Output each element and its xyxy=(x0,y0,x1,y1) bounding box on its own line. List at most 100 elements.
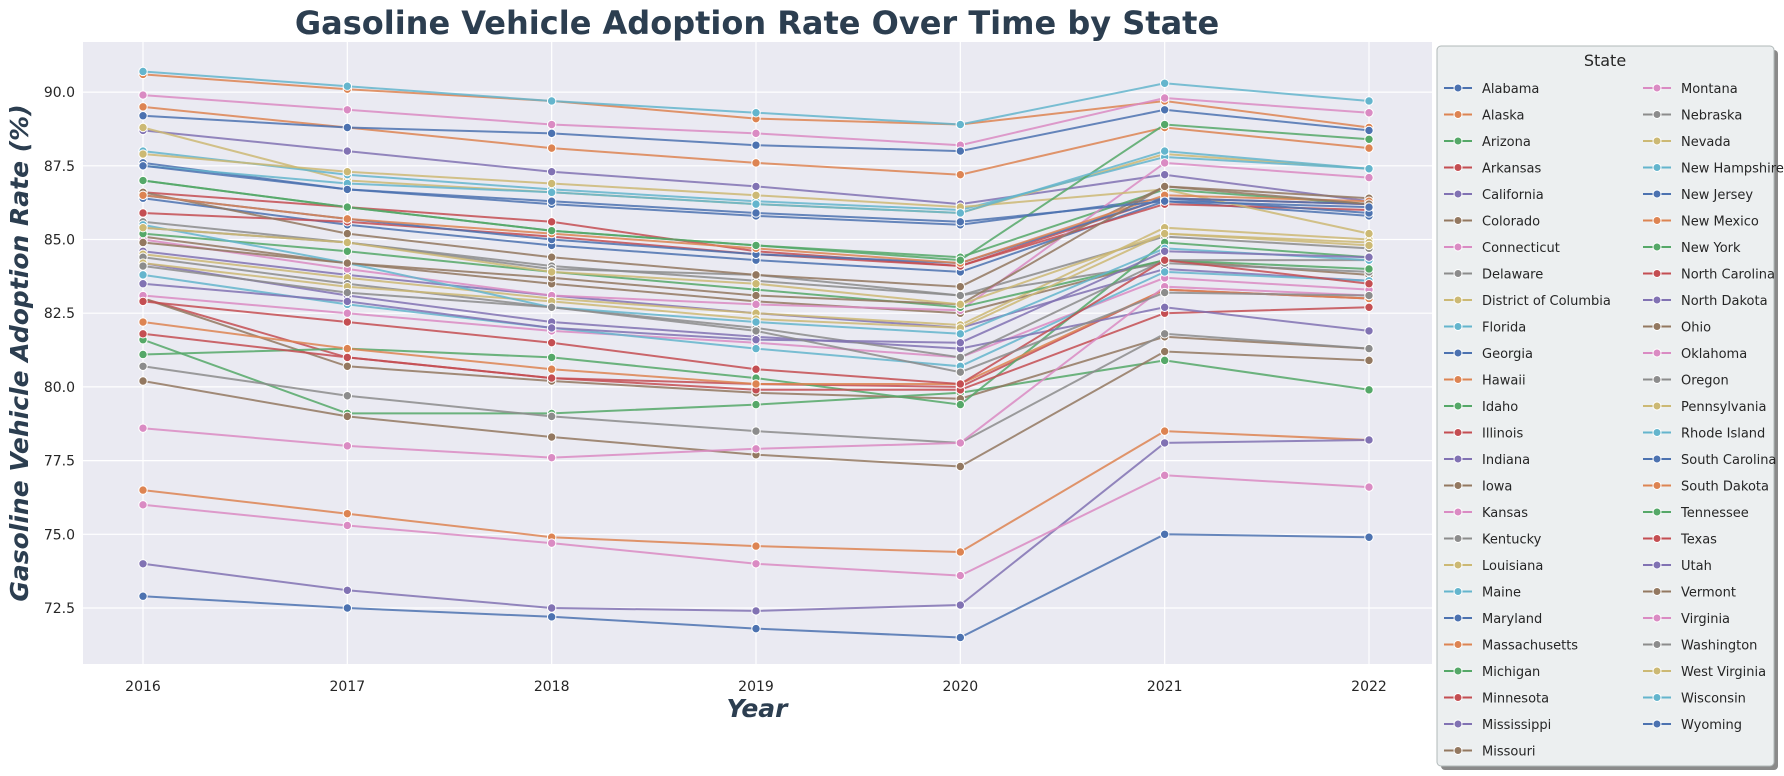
legend-swatch-marker xyxy=(1453,719,1463,729)
data-point xyxy=(342,237,353,248)
legend-label: Massachusetts xyxy=(1482,639,1578,654)
legend-entry: Virginia xyxy=(1643,612,1730,627)
data-point xyxy=(955,379,966,389)
data-point xyxy=(955,461,966,472)
data-point xyxy=(546,302,557,313)
legend-label: Montana xyxy=(1681,82,1738,97)
legend-swatch-marker xyxy=(1652,560,1662,570)
legend-entry: Wisconsin xyxy=(1643,692,1746,707)
y-tick-label: 85.0 xyxy=(44,233,75,249)
data-point xyxy=(1364,302,1374,313)
data-point xyxy=(1364,108,1374,118)
data-point xyxy=(342,520,353,531)
legend-swatch-marker xyxy=(1453,693,1463,702)
legend-label: Maine xyxy=(1482,586,1521,601)
data-point xyxy=(138,223,148,233)
legend-entry: New York xyxy=(1643,241,1741,256)
data-point xyxy=(751,240,761,251)
data-point xyxy=(342,287,353,298)
legend-swatch-marker xyxy=(1453,560,1463,570)
data-point xyxy=(1364,96,1374,106)
data-point xyxy=(955,570,966,581)
data-point xyxy=(1159,470,1170,481)
data-point xyxy=(1159,267,1170,277)
legend-label: Oregon xyxy=(1681,374,1729,389)
legend-entry: Mississippi xyxy=(1444,718,1551,733)
y-tick-label: 90.0 xyxy=(44,85,75,101)
data-point xyxy=(342,352,353,363)
data-point xyxy=(751,379,761,389)
data-point xyxy=(751,326,761,336)
data-point xyxy=(138,161,148,171)
legend-label: New Hampshire xyxy=(1681,162,1784,177)
data-point xyxy=(138,361,148,371)
data-point xyxy=(138,296,148,307)
legend-swatch-marker xyxy=(1652,110,1662,119)
data-point xyxy=(751,199,761,209)
legend-swatch-marker xyxy=(1652,666,1662,676)
data-point xyxy=(1364,355,1374,366)
legend-label: Missouri xyxy=(1482,745,1536,760)
legend-swatch-marker xyxy=(1453,242,1463,252)
legend-label: Colorado xyxy=(1482,215,1540,230)
series-group xyxy=(138,246,1374,348)
legend-label: Idaho xyxy=(1482,400,1518,415)
data-point xyxy=(546,96,557,106)
data-point xyxy=(955,337,966,348)
legend-swatch-marker xyxy=(1453,375,1463,384)
legend-label: Hawaii xyxy=(1482,374,1526,389)
legend-label: Alabama xyxy=(1482,82,1539,97)
data-point xyxy=(546,364,557,374)
legend-label: Kansas xyxy=(1482,506,1528,521)
legend-label: Alaska xyxy=(1482,109,1525,124)
data-point xyxy=(751,623,761,634)
data-point xyxy=(1364,326,1374,336)
data-point xyxy=(546,143,557,153)
data-point xyxy=(138,122,148,133)
data-point xyxy=(138,190,148,200)
legend-swatch-marker xyxy=(1652,216,1662,225)
series-group xyxy=(138,261,1374,377)
legend-swatch-marker xyxy=(1652,640,1662,649)
legend-entry: Oklahoma xyxy=(1643,347,1747,362)
legend-entry: Iowa xyxy=(1444,480,1512,495)
data-point xyxy=(1159,181,1170,192)
legend-swatch-marker xyxy=(1453,401,1463,411)
data-point xyxy=(955,146,966,156)
data-point xyxy=(546,411,557,422)
legend-entry: Texas xyxy=(1643,533,1717,548)
data-point xyxy=(1364,482,1374,492)
legend-label: West Virginia xyxy=(1681,665,1766,680)
data-point xyxy=(1159,93,1170,103)
legend-label: Vermont xyxy=(1681,586,1736,601)
data-point xyxy=(138,66,148,77)
data-point xyxy=(751,279,761,289)
legend-entry: District of Columbia xyxy=(1444,294,1611,309)
data-point xyxy=(1364,228,1374,239)
legend-entry: Idaho xyxy=(1444,400,1518,415)
x-tick-label: 2021 xyxy=(1147,679,1183,695)
data-point xyxy=(342,214,353,224)
data-point xyxy=(1364,264,1374,274)
data-point xyxy=(955,547,966,557)
legend-label: Florida xyxy=(1482,321,1526,336)
data-point xyxy=(138,376,148,386)
data-point xyxy=(751,541,761,551)
y-tick-label: 72.5 xyxy=(44,601,75,617)
legend-label: Arkansas xyxy=(1482,162,1541,177)
legend-label: District of Columbia xyxy=(1482,294,1611,309)
legend-swatch-marker xyxy=(1453,666,1463,676)
legend-entry: Massachusetts xyxy=(1444,639,1578,654)
legend-entry: Hawaii xyxy=(1444,374,1526,389)
x-tick-label: 2017 xyxy=(330,679,366,695)
y-tick-label: 87.5 xyxy=(44,159,75,175)
series-group xyxy=(138,119,1374,265)
legend-box xyxy=(1436,45,1775,767)
series-group xyxy=(138,146,1374,218)
data-point xyxy=(1159,346,1170,357)
data-point xyxy=(342,202,353,212)
data-point xyxy=(138,208,148,218)
legend-label: Virginia xyxy=(1681,612,1730,627)
data-point xyxy=(342,361,353,371)
legend-entries: Alabama Alaska Arizona Arkansas California Co… xyxy=(1444,82,1784,760)
